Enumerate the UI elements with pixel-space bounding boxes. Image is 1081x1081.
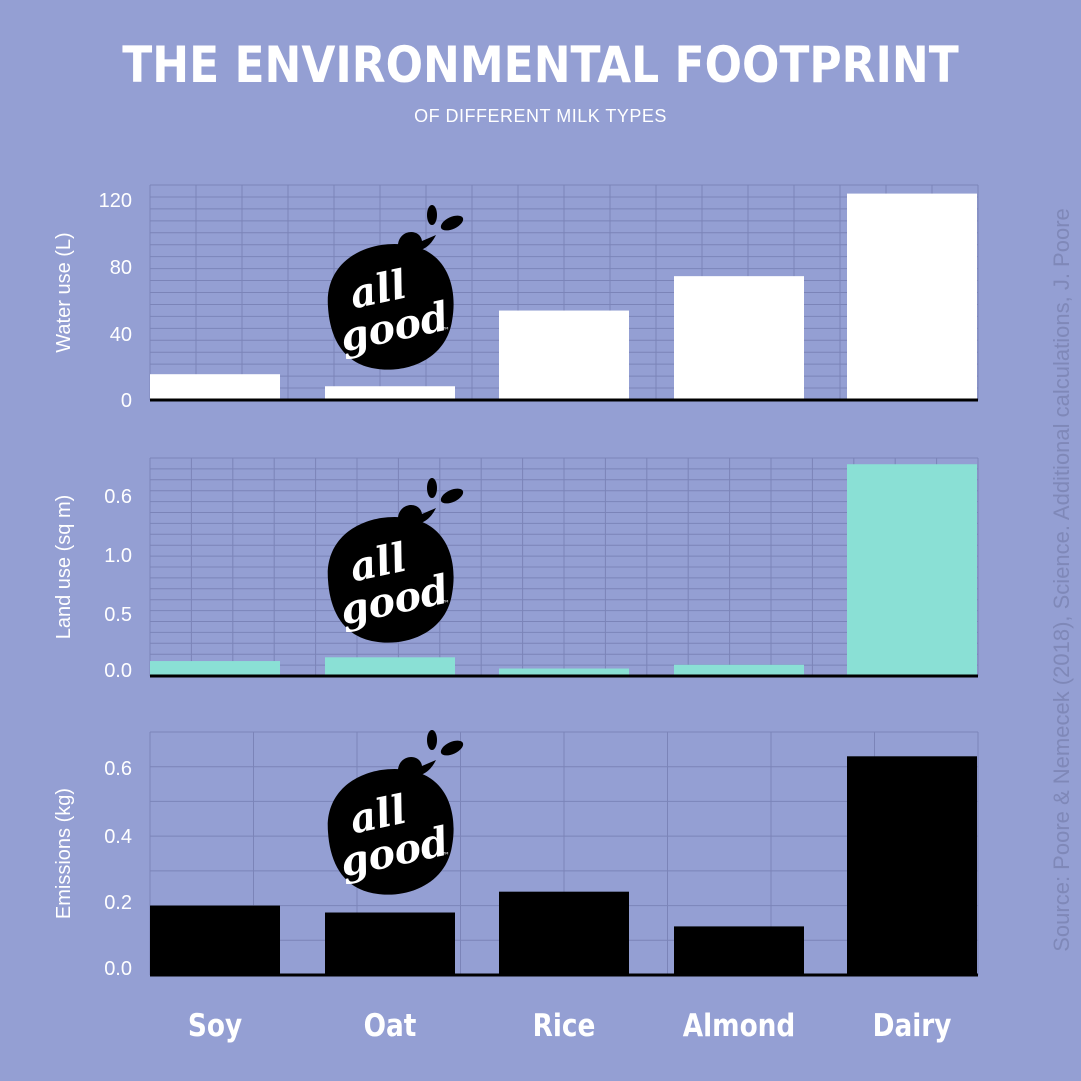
category-label-rice: Rice bbox=[532, 1008, 596, 1044]
chart-title: THE ENVIRONMENTAL FOOTPRINT bbox=[122, 36, 959, 94]
water-bar-rice bbox=[499, 310, 629, 400]
water-bar-soy bbox=[150, 374, 280, 400]
emissions-tick-label: 0.0 bbox=[104, 958, 132, 980]
water-bar-dairy bbox=[847, 193, 977, 400]
water-bar-oat bbox=[325, 386, 455, 400]
emissions-bar-dairy bbox=[847, 756, 977, 975]
land-bar-oat bbox=[325, 657, 455, 676]
logo-blob bbox=[327, 768, 454, 895]
logo-leaf bbox=[427, 205, 437, 225]
land-tick-label: 1.0 bbox=[104, 545, 132, 567]
logo-text-top: all bbox=[346, 786, 411, 844]
logo-trademark: ™ bbox=[442, 326, 450, 335]
logo-bird bbox=[397, 231, 436, 251]
logo-bird bbox=[397, 756, 436, 776]
land-tick-label: 0.5 bbox=[104, 604, 132, 626]
logo-trademark: ™ bbox=[442, 599, 450, 608]
category-label-soy: Soy bbox=[187, 1008, 243, 1044]
land-bar-rice bbox=[499, 668, 629, 676]
emissions-bar-rice bbox=[499, 891, 629, 975]
emissions-bar-almond bbox=[674, 926, 804, 975]
emissions-tick-label: 0.6 bbox=[104, 758, 132, 780]
category-label-dairy: Dairy bbox=[872, 1008, 952, 1044]
land-tick-label: 0.6 bbox=[104, 486, 132, 508]
water-tick-label: 0 bbox=[121, 390, 132, 412]
logo-blob bbox=[327, 243, 454, 370]
emissions-axis-label: Emissions (kg) bbox=[53, 788, 75, 919]
water-tick-label: 80 bbox=[110, 257, 132, 279]
chart-subtitle: OF DIFFERENT MILK TYPES bbox=[414, 106, 667, 126]
land-bar-dairy bbox=[847, 464, 977, 676]
land-bar-soy bbox=[150, 661, 280, 676]
emissions-bar-soy bbox=[150, 905, 280, 975]
water-axis-label: Water use (L) bbox=[53, 232, 75, 352]
land-bar-almond bbox=[674, 664, 804, 676]
water-bar-almond bbox=[674, 276, 804, 400]
logo-trademark: ™ bbox=[442, 851, 450, 860]
logo-leaf bbox=[440, 488, 464, 504]
logo-leaf bbox=[427, 730, 437, 750]
category-label-oat: Oat bbox=[363, 1008, 417, 1044]
emissions-tick-label: 0.2 bbox=[104, 892, 132, 914]
land-tick-label: 0.0 bbox=[104, 660, 132, 682]
land-axis-label: Land use (sq m) bbox=[53, 495, 75, 640]
category-label-almond: Almond bbox=[682, 1008, 796, 1044]
logo-leaf bbox=[440, 740, 464, 756]
logo-bird bbox=[397, 504, 436, 524]
water-tick-label: 40 bbox=[110, 324, 132, 346]
logo-text-top: all bbox=[346, 534, 411, 592]
water-tick-label: 120 bbox=[99, 190, 132, 212]
emissions-bar-oat bbox=[325, 912, 455, 975]
logo-leaf bbox=[440, 215, 464, 231]
emissions-tick-label: 0.4 bbox=[104, 826, 132, 848]
logo-text-top: all bbox=[346, 261, 411, 319]
logo-leaf bbox=[427, 478, 437, 498]
logo-blob bbox=[327, 516, 454, 643]
